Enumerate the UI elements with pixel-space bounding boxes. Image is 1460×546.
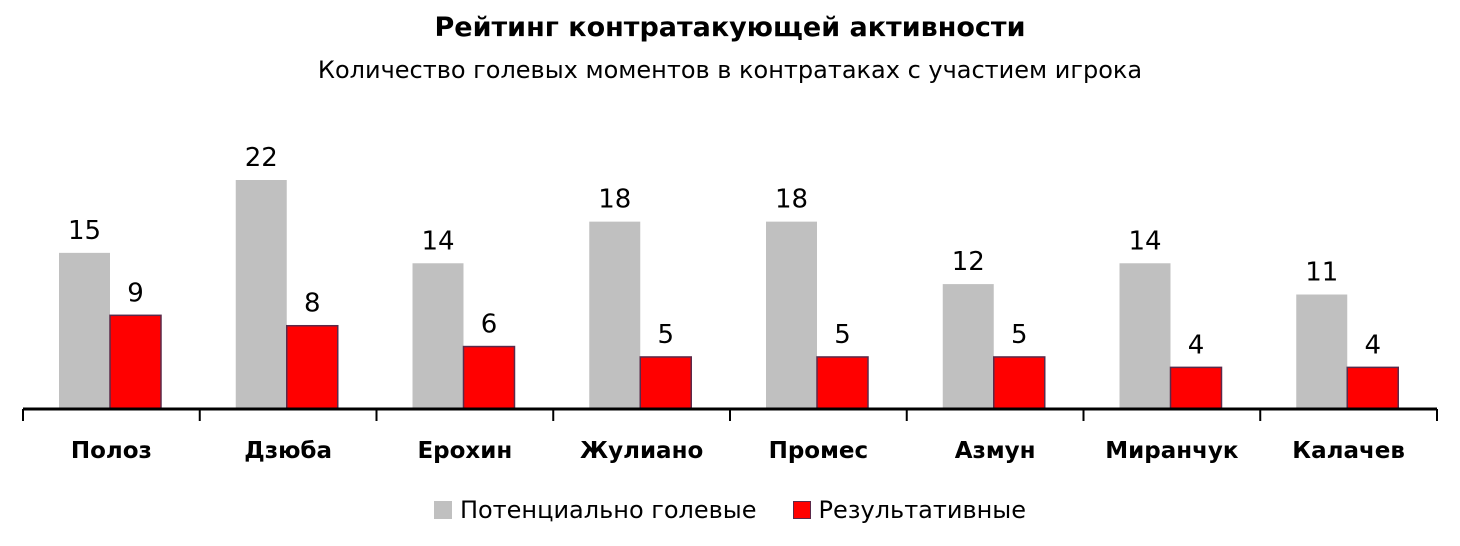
data-label-effective: 5 — [1011, 320, 1028, 350]
legend-swatch-potential — [433, 501, 452, 519]
bar-potential — [412, 263, 464, 409]
category-label: Азмун — [955, 438, 1036, 464]
bar-potential — [1296, 294, 1348, 409]
bar-effective — [816, 356, 869, 410]
legend-item-potential: Потенциально голевые — [433, 496, 757, 524]
data-label-potential: 14 — [1128, 226, 1161, 256]
category-label: Миранчук — [1105, 438, 1239, 464]
category-label: Полоз — [71, 438, 152, 464]
bar-effective — [286, 324, 339, 410]
data-label-potential: 15 — [68, 216, 101, 246]
data-label-effective: 4 — [1364, 330, 1381, 360]
chart-title: Рейтинг контратакующей активности — [434, 12, 1026, 43]
data-label-potential: 18 — [775, 185, 808, 215]
data-label-effective: 5 — [834, 320, 851, 350]
data-label-effective: 8 — [304, 289, 321, 319]
bar-effective — [1346, 366, 1399, 410]
bar-potential — [59, 252, 110, 409]
bar-potential — [942, 284, 994, 409]
legend-swatch-effective — [792, 501, 811, 519]
category-label: Промес — [769, 438, 869, 464]
data-label-potential: 18 — [598, 185, 631, 215]
data-label-effective: 5 — [657, 320, 674, 350]
bar-effective — [1169, 366, 1223, 410]
legend-item-effective: Результативные — [792, 496, 1027, 524]
bar-effective — [109, 314, 162, 410]
data-label-potential: 22 — [245, 143, 278, 173]
bar-effective — [462, 345, 516, 410]
bar-potential — [589, 221, 641, 409]
bar-potential — [235, 180, 287, 409]
data-label-effective: 4 — [1188, 330, 1205, 360]
legend-label-potential: Потенциально голевые — [459, 496, 757, 524]
bar-effective — [639, 356, 692, 410]
chart-subtitle: Количество голевых моментов в контратака… — [317, 56, 1143, 84]
category-label: Дзюба — [244, 438, 332, 464]
data-label-potential: 14 — [421, 226, 454, 256]
bar-potential — [1119, 263, 1171, 409]
bar-effective — [993, 356, 1046, 410]
legend-label-effective: Результативные — [818, 496, 1027, 524]
data-label-potential: 12 — [952, 247, 985, 277]
category-label: Жулиано — [580, 438, 703, 464]
data-label-effective: 6 — [481, 310, 498, 340]
data-label-potential: 11 — [1305, 258, 1338, 288]
bar-potential — [766, 221, 817, 409]
category-label: Калачев — [1292, 438, 1405, 464]
category-label: Ерохин — [417, 438, 512, 464]
data-label-effective: 9 — [127, 278, 144, 308]
legend: Потенциально голевые Результативные — [0, 496, 1460, 524]
